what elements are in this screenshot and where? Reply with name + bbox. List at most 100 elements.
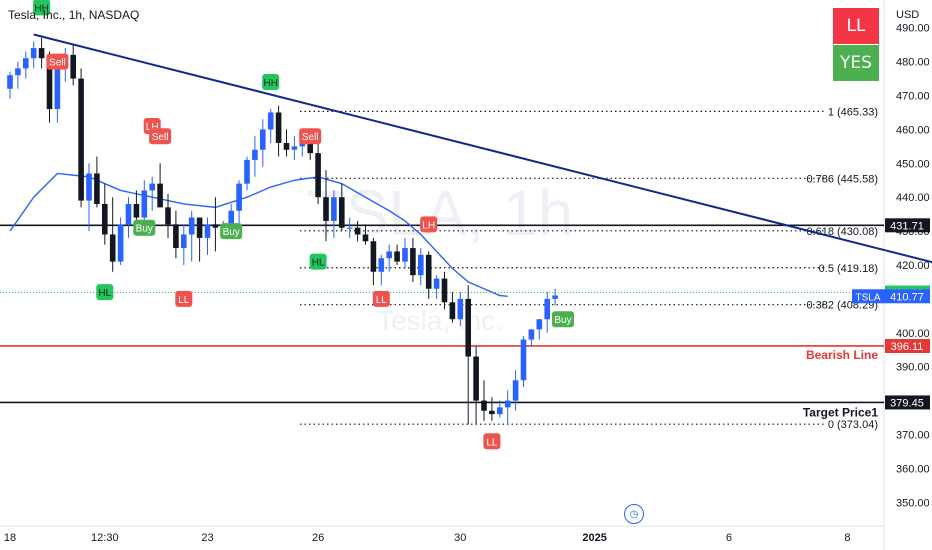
- chart-title: Tesla, Inc., 1h, NASDAQ: [8, 8, 140, 22]
- signal-marker: [372, 290, 390, 307]
- fib-level-label: 0.618 (430.08): [806, 226, 878, 238]
- candle-body: [117, 224, 124, 262]
- level-name-label: Bearish Line: [806, 348, 878, 362]
- candle-body: [418, 254, 424, 276]
- signal-marker-text: LH: [422, 220, 435, 231]
- candle-body: [425, 254, 432, 289]
- candle-body: [252, 149, 258, 160]
- fib-level-label: 0.786 (445.58): [806, 173, 878, 185]
- candle-body: [331, 197, 337, 221]
- candle-body: [94, 173, 100, 204]
- candle-body: [283, 142, 290, 150]
- signal-marker: [552, 311, 574, 328]
- y-tick-label: 360.00: [896, 463, 930, 475]
- price-level-value: 431.71: [890, 220, 924, 232]
- signal-marker-text: LL: [486, 437, 498, 448]
- candle-body: [481, 400, 487, 411]
- candle-body: [204, 224, 211, 238]
- signal-marker: [175, 290, 193, 307]
- candle-body: [38, 48, 45, 59]
- candle-body: [181, 234, 187, 249]
- signal-marker-text: HL: [98, 288, 111, 299]
- x-tick-label: 6: [726, 532, 732, 544]
- y-tick-label: 460.00: [896, 124, 930, 136]
- candle-body: [291, 146, 298, 150]
- signal-marker-text: HH: [34, 3, 48, 14]
- candle-body: [386, 251, 392, 259]
- candle-body: [7, 75, 13, 89]
- x-tick-label: 23: [201, 532, 213, 544]
- y-tick-label: 450.00: [896, 158, 930, 170]
- candle-body: [536, 319, 543, 330]
- candle-body: [188, 217, 195, 235]
- currency-label[interactable]: USD: [896, 9, 920, 21]
- candle-body: [544, 298, 550, 320]
- candle-body: [441, 278, 448, 303]
- watermark-symbol: TSLA, 1h: [307, 177, 574, 249]
- symbol-tag-text: TSLA: [855, 292, 880, 303]
- current-price-tag: [885, 289, 930, 304]
- clock-icon[interactable]: ◷: [624, 504, 644, 524]
- y-tick-label: 420.00: [896, 260, 930, 272]
- signal-marker-text: LL: [178, 295, 190, 306]
- candle-body: [473, 356, 479, 401]
- candle-body: [173, 224, 179, 249]
- price-level-value: 379.45: [890, 397, 924, 409]
- y-tick-label: 440.00: [896, 192, 930, 204]
- candle-body: [528, 329, 535, 340]
- candle-body: [449, 302, 456, 320]
- price-level-tag: [885, 338, 930, 353]
- signal-marker: [483, 433, 501, 450]
- candle-body: [133, 203, 140, 218]
- signal-marker-text: Buy: [554, 315, 571, 326]
- signal-marker: [33, 0, 51, 16]
- candle-body: [402, 248, 408, 262]
- signal-marker: [220, 223, 243, 240]
- candle-body: [70, 54, 76, 79]
- candle-body: [457, 298, 464, 320]
- y-tick-label: 490.00: [896, 23, 930, 35]
- candle-body: [109, 234, 116, 262]
- y-tick-label: 390.00: [896, 362, 930, 374]
- signal-marker: [133, 219, 156, 236]
- signal-marker: [46, 53, 69, 70]
- y-tick-label: 470.00: [896, 91, 930, 103]
- candle-body: [307, 139, 313, 154]
- price-level-tag: [885, 395, 930, 410]
- candle-body: [378, 258, 385, 272]
- candle-body: [15, 68, 21, 76]
- candle-body: [465, 298, 471, 357]
- signal-marker-text: Sell: [302, 132, 319, 143]
- signal-marker-text: Sell: [49, 58, 66, 69]
- x-tick-label: 30: [454, 532, 466, 544]
- candle-body: [86, 173, 92, 201]
- signal-marker-text: HH: [263, 78, 277, 89]
- fib-level-label: 0.5 (419.18): [819, 263, 878, 275]
- y-tick-label: 400.00: [896, 328, 930, 340]
- candle-body: [125, 203, 132, 225]
- candle-body: [552, 295, 558, 299]
- candle-body: [433, 278, 440, 289]
- price-level-value: 396.11: [891, 341, 924, 353]
- y-tick-label: 370.00: [896, 429, 930, 441]
- candle-body: [228, 210, 234, 225]
- yes-badge: YES: [833, 45, 879, 81]
- signal-marker: [309, 253, 327, 270]
- signal-marker-text: Buy: [223, 227, 240, 238]
- candle-body: [149, 183, 155, 191]
- candle-body: [54, 65, 61, 110]
- signal-marker: [96, 284, 114, 301]
- candle-body: [489, 410, 495, 415]
- candle-body: [78, 78, 84, 201]
- candle-body: [323, 197, 329, 221]
- candle-body: [23, 58, 29, 69]
- signal-marker-text: HL: [312, 258, 325, 269]
- x-tick-label: 8: [844, 532, 850, 544]
- candle-body: [354, 227, 361, 235]
- candle-body: [157, 183, 163, 208]
- candle-body: [165, 207, 171, 225]
- candle-body: [30, 48, 37, 59]
- candle-body: [512, 380, 519, 401]
- signal-marker: [420, 216, 438, 233]
